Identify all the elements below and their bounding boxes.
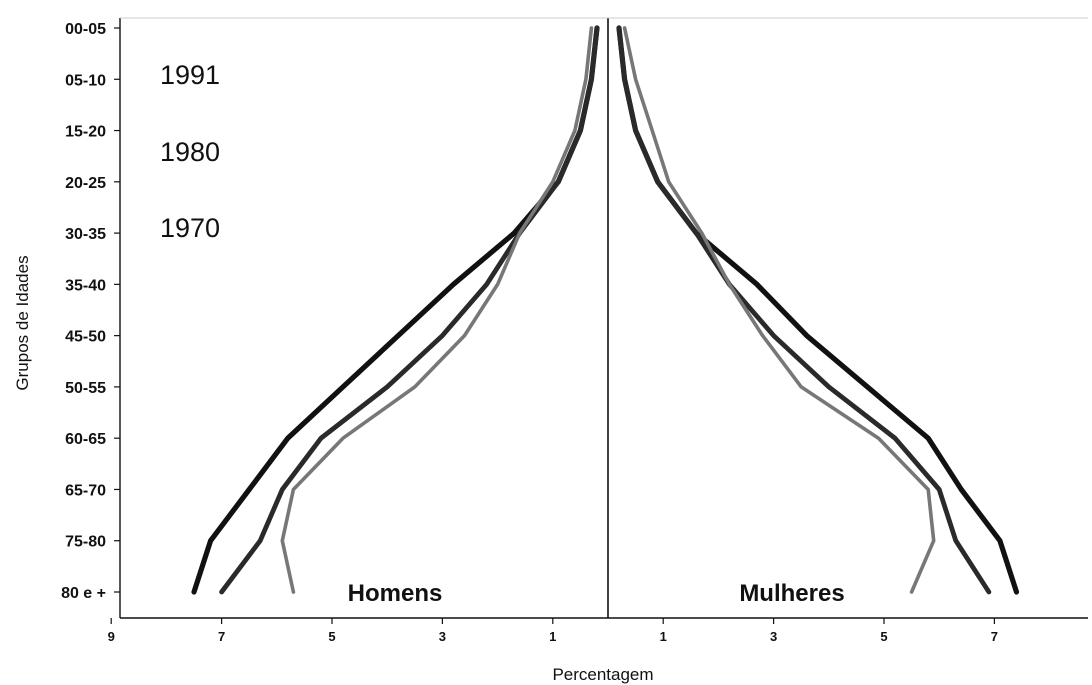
series-1970-male-line <box>191 25 600 595</box>
series-1980-male-line <box>219 25 600 595</box>
y-tick-label: 15-20 <box>65 124 106 141</box>
year-label-1980: 1980 <box>160 137 220 167</box>
y-tick-label: 20-25 <box>65 175 106 192</box>
y-tick-label: 50-55 <box>65 380 106 397</box>
x-tick-label: 5 <box>328 629 335 644</box>
y-tick-label: 00-05 <box>65 21 106 38</box>
frame-layer <box>110 17 1088 624</box>
x-tick-label: 3 <box>439 629 446 644</box>
series-1980-female-line <box>616 25 992 595</box>
y-tick-label: 35-40 <box>65 277 106 294</box>
line-layer <box>191 25 1020 595</box>
x-axis-title: Percentagem <box>552 665 653 684</box>
female-section-label: Mulheres <box>739 580 844 607</box>
y-tick-label: 45-50 <box>65 329 106 346</box>
series-1991-female-line <box>622 26 936 594</box>
x-tick-label: 9 <box>108 629 115 644</box>
y-tick-label: 60-65 <box>65 431 106 448</box>
series-1970-female-line <box>616 25 1020 595</box>
series-1991-male-line <box>280 26 594 594</box>
x-tick-label: 1 <box>660 629 667 644</box>
year-label-1991: 1991 <box>160 60 220 90</box>
year-label-1970: 1970 <box>160 213 220 243</box>
y-tick-label: 65-70 <box>65 482 106 499</box>
y-tick-label: 30-35 <box>65 226 106 243</box>
x-tick-label: 7 <box>218 629 225 644</box>
x-tick-label: 7 <box>991 629 998 644</box>
x-tick-label: 1 <box>549 629 556 644</box>
x-tick-label: 3 <box>770 629 777 644</box>
y-tick-label: 05-10 <box>65 72 106 89</box>
x-tick-label: 5 <box>880 629 887 644</box>
y-axis-title: Grupos de Idades <box>13 255 32 390</box>
male-section-label: Homens <box>348 580 443 607</box>
y-tick-label: 75-80 <box>65 534 106 551</box>
label-layer: Grupos de Idades Percentagem Homens Mulh… <box>13 21 998 684</box>
y-tick-label: 80 e + <box>61 585 106 602</box>
